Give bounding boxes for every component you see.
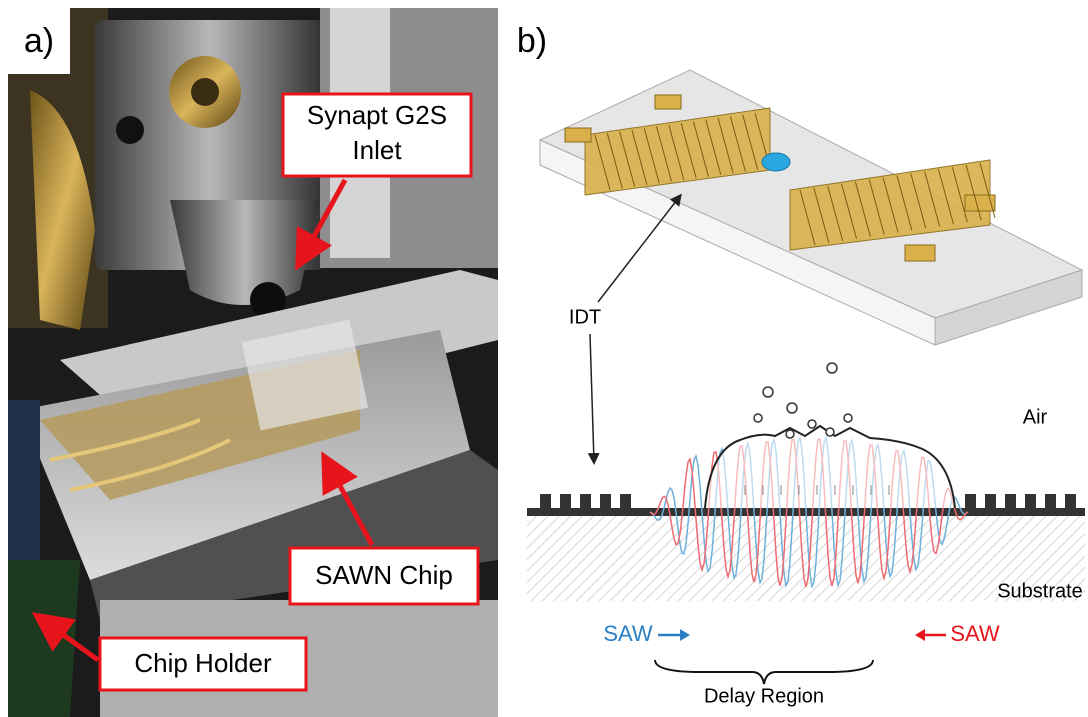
electrode — [600, 494, 611, 508]
electrode — [1025, 494, 1036, 508]
callout-text: Inlet — [352, 135, 402, 165]
electrode — [540, 494, 551, 508]
droplet-particle — [826, 428, 834, 436]
electrode — [1065, 494, 1076, 508]
electrode — [985, 494, 996, 508]
electrode — [560, 494, 571, 508]
electrode — [620, 494, 631, 508]
electrode — [965, 494, 976, 508]
substrate-label: Substrate — [997, 580, 1083, 602]
callout-text: Chip Holder — [134, 648, 272, 678]
droplet-particle — [808, 420, 816, 428]
droplet-particle — [786, 430, 794, 438]
droplet-particle — [844, 414, 852, 422]
electrode — [1045, 494, 1056, 508]
idt-label: IDT — [569, 306, 601, 328]
electrode — [1005, 494, 1016, 508]
panel-label: b) — [517, 22, 547, 60]
droplet-particle — [763, 387, 773, 397]
saw-label: SAW — [603, 621, 653, 646]
callout-text: SAWN Chip — [315, 560, 453, 590]
droplet-particle — [787, 403, 797, 413]
brace — [655, 660, 873, 684]
droplet-particle — [827, 363, 837, 373]
callout-text: Synapt G2S — [307, 100, 447, 130]
air-label: Air — [1023, 406, 1048, 428]
figure: a) Synapt G2S Inlet SAWN Chip Chip Holde… — [0, 0, 1088, 717]
electrode — [580, 494, 591, 508]
delay-label: Delay Region — [704, 685, 824, 707]
panel-label: a) — [24, 22, 54, 60]
saw-label: SAW — [950, 621, 1000, 646]
droplet — [705, 426, 955, 508]
chip-3d — [540, 70, 1082, 345]
droplet-particle — [754, 414, 762, 422]
cross-section — [527, 363, 1085, 601]
